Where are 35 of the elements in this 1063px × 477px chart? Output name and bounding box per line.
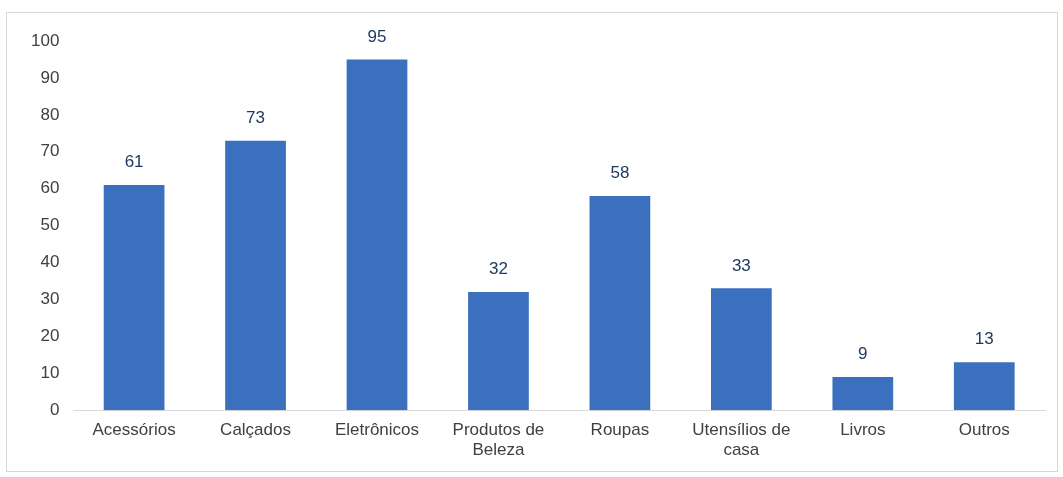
y-tick-label: 50	[40, 215, 60, 235]
data-label: 33	[731, 255, 751, 275]
data-label: 58	[610, 163, 630, 183]
x-tick-label: Roupas	[590, 420, 650, 440]
data-label: 73	[246, 107, 266, 127]
data-label: 95	[367, 26, 387, 46]
bar	[225, 140, 286, 411]
x-tick-label: Livros	[840, 420, 886, 440]
data-label: 9	[858, 344, 868, 364]
bar	[711, 288, 772, 411]
y-tick-label: 0	[49, 399, 60, 419]
bar	[832, 376, 894, 411]
data-label: 61	[124, 152, 144, 172]
y-tick-label: 90	[40, 67, 60, 87]
y-tick-label: 100	[30, 30, 60, 50]
y-tick-label: 60	[40, 178, 60, 198]
bar	[346, 59, 408, 411]
bar	[468, 292, 529, 411]
y-tick-label: 70	[40, 141, 60, 161]
x-tick-label: Eletrônicos	[334, 420, 420, 440]
x-tick-label: Utensílios de casa	[692, 420, 791, 460]
x-tick-label: Calçados	[220, 420, 291, 440]
y-tick-label: 30	[40, 289, 60, 309]
y-tick-label: 40	[40, 252, 60, 272]
data-label: 32	[488, 259, 508, 279]
y-tick-label: 10	[40, 362, 60, 382]
bar	[103, 184, 165, 411]
x-tick-label: Outros	[958, 420, 1010, 440]
x-tick-label: Produtos de Beleza	[452, 420, 545, 460]
x-tick-label: Acessórios	[92, 420, 176, 440]
bar	[589, 196, 651, 411]
data-label: 13	[974, 329, 994, 349]
bar	[953, 362, 1015, 411]
y-tick-label: 20	[40, 326, 60, 346]
y-tick-label: 80	[40, 104, 60, 124]
